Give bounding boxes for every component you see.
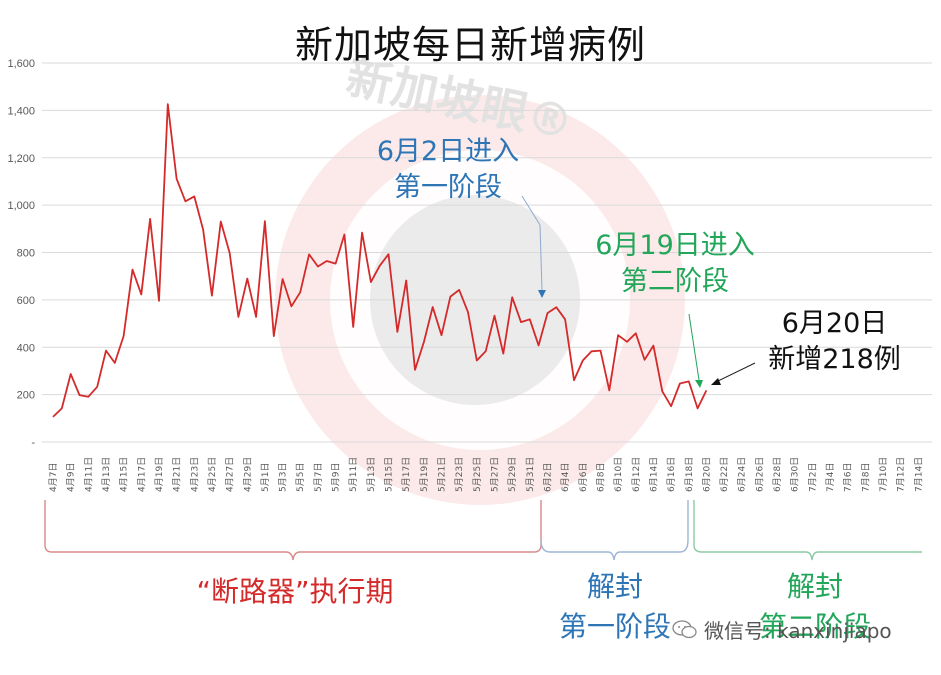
daily-cases-line <box>52 103 708 418</box>
wechat-label: 微信号: kanxinjiapo <box>704 619 892 643</box>
annotation-phase1-line2: 第一阶段 <box>394 172 502 203</box>
x-tick-label: 7月2日 <box>807 463 818 492</box>
brace-phase1 <box>540 500 689 561</box>
y-tick-label: 1,200 <box>7 153 35 165</box>
y-tick-label: 400 <box>17 342 35 354</box>
annotation-phase2-line1: 6月19日进入 <box>595 230 755 261</box>
x-tick-label: 4月13日 <box>101 457 112 492</box>
brace-phase2 <box>693 500 922 561</box>
x-tick-label: 4月21日 <box>172 457 183 492</box>
x-tick-label: 7月10日 <box>878 457 889 492</box>
period-label-circuit-breaker: “断路器”执行期 <box>150 572 440 612</box>
x-tick-label: 7月12日 <box>896 457 907 492</box>
x-tick-label: 5月11日 <box>348 457 359 492</box>
x-tick-label: 7月4日 <box>825 463 836 492</box>
y-tick-label: 200 <box>17 390 35 402</box>
y-tick-label: 1,400 <box>7 105 35 117</box>
wechat-watermark: 微信号: kanxinjiapo <box>672 615 892 644</box>
x-tick-label: 4月9日 <box>66 463 77 492</box>
x-tick-label: 5月21日 <box>437 457 448 492</box>
x-tick-label: 5月7日 <box>313 463 324 492</box>
brace-circuit-breaker <box>44 500 542 561</box>
x-tick-label: 4月7日 <box>48 463 59 492</box>
arrow-phase2 <box>688 313 703 388</box>
x-tick-label: 6月12日 <box>631 457 642 492</box>
x-tick-label: 5月1日 <box>260 463 271 492</box>
gridlines <box>42 62 932 443</box>
annotation-phase2: 6月19日进入 第二阶段 <box>575 228 775 300</box>
x-tick-label: 5月27日 <box>490 457 501 492</box>
x-tick-label: 6月6日 <box>578 463 589 492</box>
period-label-phase2: 解封 第二阶段 <box>740 567 890 647</box>
x-tick-label: 5月29日 <box>507 457 518 492</box>
annotation-latest-line2: 新增218例 <box>768 344 901 375</box>
x-tick-label: 4月27日 <box>225 457 236 492</box>
x-tick-label: 6月24日 <box>737 457 748 492</box>
x-tick-label: 5月25日 <box>472 457 483 492</box>
x-tick-label: 4月15日 <box>119 457 130 492</box>
x-tick-label: 7月14日 <box>913 457 924 492</box>
period-green-line2: 第二阶段 <box>758 610 871 643</box>
x-tick-label: 6月26日 <box>754 457 765 492</box>
x-tick-label: 6月20日 <box>701 457 712 492</box>
wechat-icon <box>672 619 697 638</box>
arrow-218 <box>711 362 756 385</box>
x-tick-label: 6月28日 <box>772 457 783 492</box>
annotation-phase1: 6月2日进入 第一阶段 <box>358 134 538 206</box>
period-blue-line2: 第一阶段 <box>558 610 671 643</box>
x-tick-label: 6月14日 <box>648 457 659 492</box>
y-tick-label: - <box>31 437 35 449</box>
y-tick-label: 1,000 <box>7 200 35 212</box>
x-tick-label: 6月30日 <box>790 457 801 492</box>
x-tick-label: 6月2日 <box>542 463 553 492</box>
x-tick-label: 6月4日 <box>560 463 571 492</box>
arrow-phase1 <box>521 195 546 298</box>
y-tick-label: 600 <box>17 295 35 307</box>
annotation-phase1-line1: 6月2日进入 <box>376 136 520 167</box>
x-tick-label: 4月23日 <box>189 457 200 492</box>
period-label-phase1: 解封 第一阶段 <box>540 567 690 647</box>
period-red-line1: “断路器”执行期 <box>196 575 394 608</box>
x-tick-label: 4月25日 <box>207 457 218 492</box>
x-tick-label: 5月19日 <box>419 457 430 492</box>
x-tick-label: 5月31日 <box>525 457 536 492</box>
x-tick-label: 4月29日 <box>242 457 253 492</box>
x-tick-label: 6月8日 <box>595 463 606 492</box>
x-tick-label: 5月9日 <box>331 463 342 492</box>
period-blue-line1: 解封 <box>586 570 643 603</box>
x-tick-label: 5月15日 <box>384 457 395 492</box>
y-axis-ticks: - 200 400 600 800 1,000 1,200 1,400 1,600 <box>7 58 35 449</box>
x-tick-label: 6月10日 <box>613 457 624 492</box>
x-tick-label: 7月8日 <box>860 463 871 492</box>
annotation-phase2-line2: 第二阶段 <box>621 266 729 297</box>
annotation-latest: 6月20日 新增218例 <box>752 306 917 378</box>
x-tick-label: 4月17日 <box>136 457 147 492</box>
x-tick-label: 7月6日 <box>843 463 854 492</box>
x-tick-label: 6月16日 <box>666 457 677 492</box>
x-tick-label: 5月5日 <box>295 463 306 492</box>
annotation-latest-line1: 6月20日 <box>781 308 888 339</box>
x-tick-label: 4月11日 <box>83 457 94 492</box>
chart-title: 新加坡每日新增病例 <box>294 23 646 67</box>
x-tick-label: 5月17日 <box>401 457 412 492</box>
x-axis-ticks: 4月7日 4月9日 4月11日 4月13日 4月15日 4月17日 4月19日 4月21日 4月… <box>48 457 924 492</box>
period-green-line1: 解封 <box>786 570 843 603</box>
y-tick-label: 1,600 <box>7 58 35 70</box>
x-tick-label: 5月13日 <box>366 457 377 492</box>
y-tick-label: 800 <box>17 248 35 260</box>
x-tick-label: 6月22日 <box>719 457 730 492</box>
x-tick-label: 5月23日 <box>454 457 465 492</box>
x-tick-label: 6月18日 <box>684 457 695 492</box>
x-tick-label: 4月19日 <box>154 457 165 492</box>
x-tick-label: 5月3日 <box>278 463 289 492</box>
